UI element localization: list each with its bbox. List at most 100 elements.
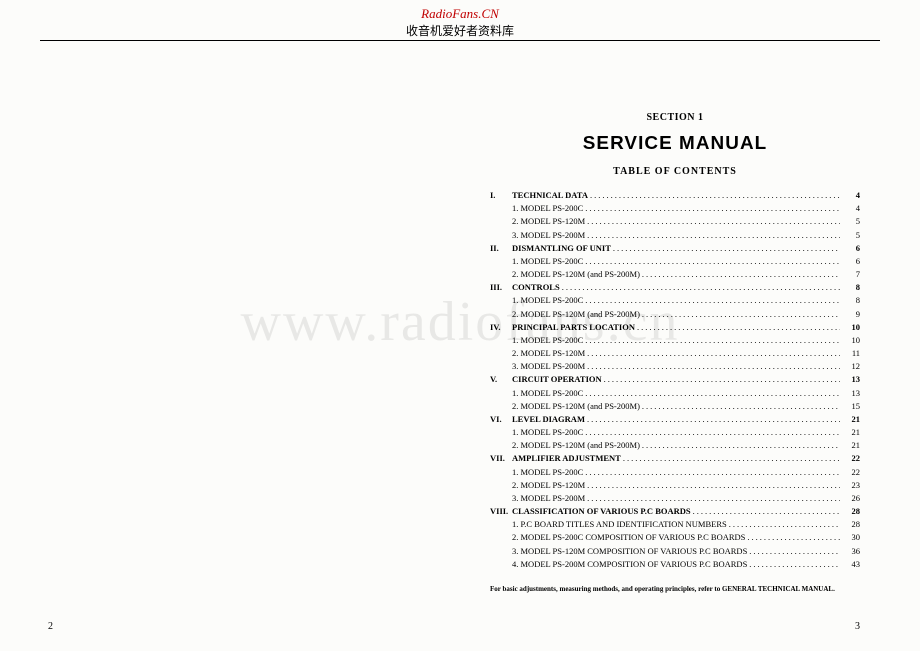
service-manual-title: SERVICE MANUAL bbox=[481, 133, 870, 154]
toc-page: 13 bbox=[842, 373, 860, 386]
toc-leader bbox=[642, 439, 840, 452]
toc-label: 3. MODEL PS-200M bbox=[490, 229, 585, 242]
toc-page: 21 bbox=[842, 439, 860, 452]
toc-page: 30 bbox=[842, 531, 860, 544]
toc-row: 3. MODEL PS-200M 26 bbox=[490, 492, 860, 505]
toc-row: 1. MODEL PS-200C 21 bbox=[490, 426, 860, 439]
toc-label: III.CONTROLS bbox=[490, 281, 560, 294]
toc-page: 22 bbox=[842, 466, 860, 479]
toc-leader bbox=[587, 360, 840, 373]
section-label: SECTION 1 bbox=[490, 112, 860, 123]
toc-page: 21 bbox=[842, 426, 860, 439]
toc-leader bbox=[562, 281, 840, 294]
toc-row: 2. MODEL PS-120M23 bbox=[490, 479, 860, 492]
left-page-number: 2 bbox=[48, 621, 53, 632]
brand-name: RadioFans.CN bbox=[0, 6, 920, 22]
toc-label: 1. MODEL PS-200C bbox=[490, 387, 583, 400]
toc-label: 2. MODEL PS-120M (and PS-200M) bbox=[490, 268, 640, 281]
toc-leader bbox=[585, 466, 840, 479]
toc-leader bbox=[587, 215, 840, 228]
toc-label: 2. MODEL PS-120M (and PS-200M) bbox=[490, 439, 640, 452]
toc-row: 1. MODEL PS-200C 4 bbox=[490, 202, 860, 215]
top-rule bbox=[40, 40, 880, 41]
toc-row: 2. MODEL PS-120M (and PS-200M) 9 bbox=[490, 308, 860, 321]
toc-page: 6 bbox=[842, 255, 860, 268]
toc-row: 1. P.C BOARD TITLES AND IDENTIFICATION N… bbox=[490, 518, 860, 531]
toc-row: 3. MODEL PS-200M 5 bbox=[490, 229, 860, 242]
brand-subtitle: 收音机爱好者资料库 bbox=[0, 22, 920, 39]
toc-label: 2. MODEL PS-120M bbox=[490, 347, 585, 360]
toc-page: 36 bbox=[842, 545, 860, 558]
toc-page: 13 bbox=[842, 387, 860, 400]
toc-row: III.CONTROLS 8 bbox=[490, 281, 860, 294]
toc-leader bbox=[637, 321, 840, 334]
toc-page: 15 bbox=[842, 400, 860, 413]
toc-label: 2. MODEL PS-200C COMPOSITION OF VARIOUS … bbox=[490, 531, 745, 544]
toc-row: 2. MODEL PS-200C COMPOSITION OF VARIOUS … bbox=[490, 531, 860, 544]
toc-title: TABLE OF CONTENTS bbox=[490, 166, 860, 177]
toc-row: V.CIRCUIT OPERATION13 bbox=[490, 373, 860, 386]
toc-page: 5 bbox=[842, 229, 860, 242]
toc-label: 3. MODEL PS-200M bbox=[490, 360, 585, 373]
toc-label: 2. MODEL PS-120M bbox=[490, 215, 585, 228]
toc-leader bbox=[587, 229, 840, 242]
toc-leader bbox=[749, 545, 840, 558]
toc-label: VII.AMPLIFIER ADJUSTMENT bbox=[490, 452, 621, 465]
toc-row: VI.LEVEL DIAGRAM21 bbox=[490, 413, 860, 426]
toc-row: 1. MODEL PS-200C 22 bbox=[490, 466, 860, 479]
toc-row: 1. MODEL PS-200C 6 bbox=[490, 255, 860, 268]
toc-label: 1. MODEL PS-200C bbox=[490, 466, 583, 479]
toc-row: 2. MODEL PS-120M 5 bbox=[490, 215, 860, 228]
toc-label: 1. MODEL PS-200C bbox=[490, 426, 583, 439]
toc-label: 1. MODEL PS-200C bbox=[490, 202, 583, 215]
toc-row: 3. MODEL PS-120M COMPOSITION OF VARIOUS … bbox=[490, 545, 860, 558]
toc-label: I.TECHNICAL DATA bbox=[490, 189, 588, 202]
toc-page: 6 bbox=[842, 242, 860, 255]
toc-page: 8 bbox=[842, 281, 860, 294]
toc-row: IV.PRINCIPAL PARTS LOCATION 10 bbox=[490, 321, 860, 334]
toc-leader bbox=[585, 255, 840, 268]
toc-leader bbox=[590, 189, 840, 202]
toc-label: 1. P.C BOARD TITLES AND IDENTIFICATION N… bbox=[490, 518, 727, 531]
toc-page: 28 bbox=[842, 505, 860, 518]
toc-label: IV.PRINCIPAL PARTS LOCATION bbox=[490, 321, 635, 334]
toc-label: 2. MODEL PS-120M (and PS-200M) bbox=[490, 308, 640, 321]
toc-label: 1. MODEL PS-200C bbox=[490, 334, 583, 347]
toc-page: 28 bbox=[842, 518, 860, 531]
toc-leader bbox=[729, 518, 840, 531]
toc-page: 9 bbox=[842, 308, 860, 321]
toc-row: I.TECHNICAL DATA 4 bbox=[490, 189, 860, 202]
toc-leader bbox=[623, 452, 840, 465]
toc-row: 3. MODEL PS-200M 12 bbox=[490, 360, 860, 373]
toc-leader bbox=[587, 347, 840, 360]
right-page-number: 3 bbox=[855, 621, 860, 632]
toc-leader bbox=[585, 387, 840, 400]
toc-leader bbox=[585, 202, 840, 215]
toc-page: 4 bbox=[842, 202, 860, 215]
toc-leader bbox=[604, 373, 840, 386]
toc-leader bbox=[693, 505, 840, 518]
toc-page: 5 bbox=[842, 215, 860, 228]
toc-leader bbox=[585, 426, 840, 439]
toc-leader bbox=[585, 334, 840, 347]
toc-row: VII.AMPLIFIER ADJUSTMENT22 bbox=[490, 452, 860, 465]
toc-page: 11 bbox=[842, 347, 860, 360]
toc-page: 43 bbox=[842, 558, 860, 571]
toc-row: 4. MODEL PS-200M COMPOSITION OF VARIOUS … bbox=[490, 558, 860, 571]
toc-leader bbox=[587, 413, 840, 426]
toc-page: 7 bbox=[842, 268, 860, 281]
toc-leader bbox=[747, 531, 840, 544]
toc-footnote: For basic adjustments, measuring methods… bbox=[490, 585, 860, 593]
toc-page: 10 bbox=[842, 321, 860, 334]
toc-row: 2. MODEL PS-120M 11 bbox=[490, 347, 860, 360]
toc-page: 12 bbox=[842, 360, 860, 373]
toc-label: 2. MODEL PS-120M bbox=[490, 479, 585, 492]
toc-row: 2. MODEL PS-120M (and PS-200M) 7 bbox=[490, 268, 860, 281]
toc-page: 26 bbox=[842, 492, 860, 505]
toc-label: 1. MODEL PS-200C bbox=[490, 255, 583, 268]
toc-label: VIII.CLASSIFICATION OF VARIOUS P.C BOARD… bbox=[490, 505, 691, 518]
toc-page: 4 bbox=[842, 189, 860, 202]
toc-label: 3. MODEL PS-120M COMPOSITION OF VARIOUS … bbox=[490, 545, 747, 558]
toc-leader bbox=[587, 479, 840, 492]
toc-label: 3. MODEL PS-200M bbox=[490, 492, 585, 505]
